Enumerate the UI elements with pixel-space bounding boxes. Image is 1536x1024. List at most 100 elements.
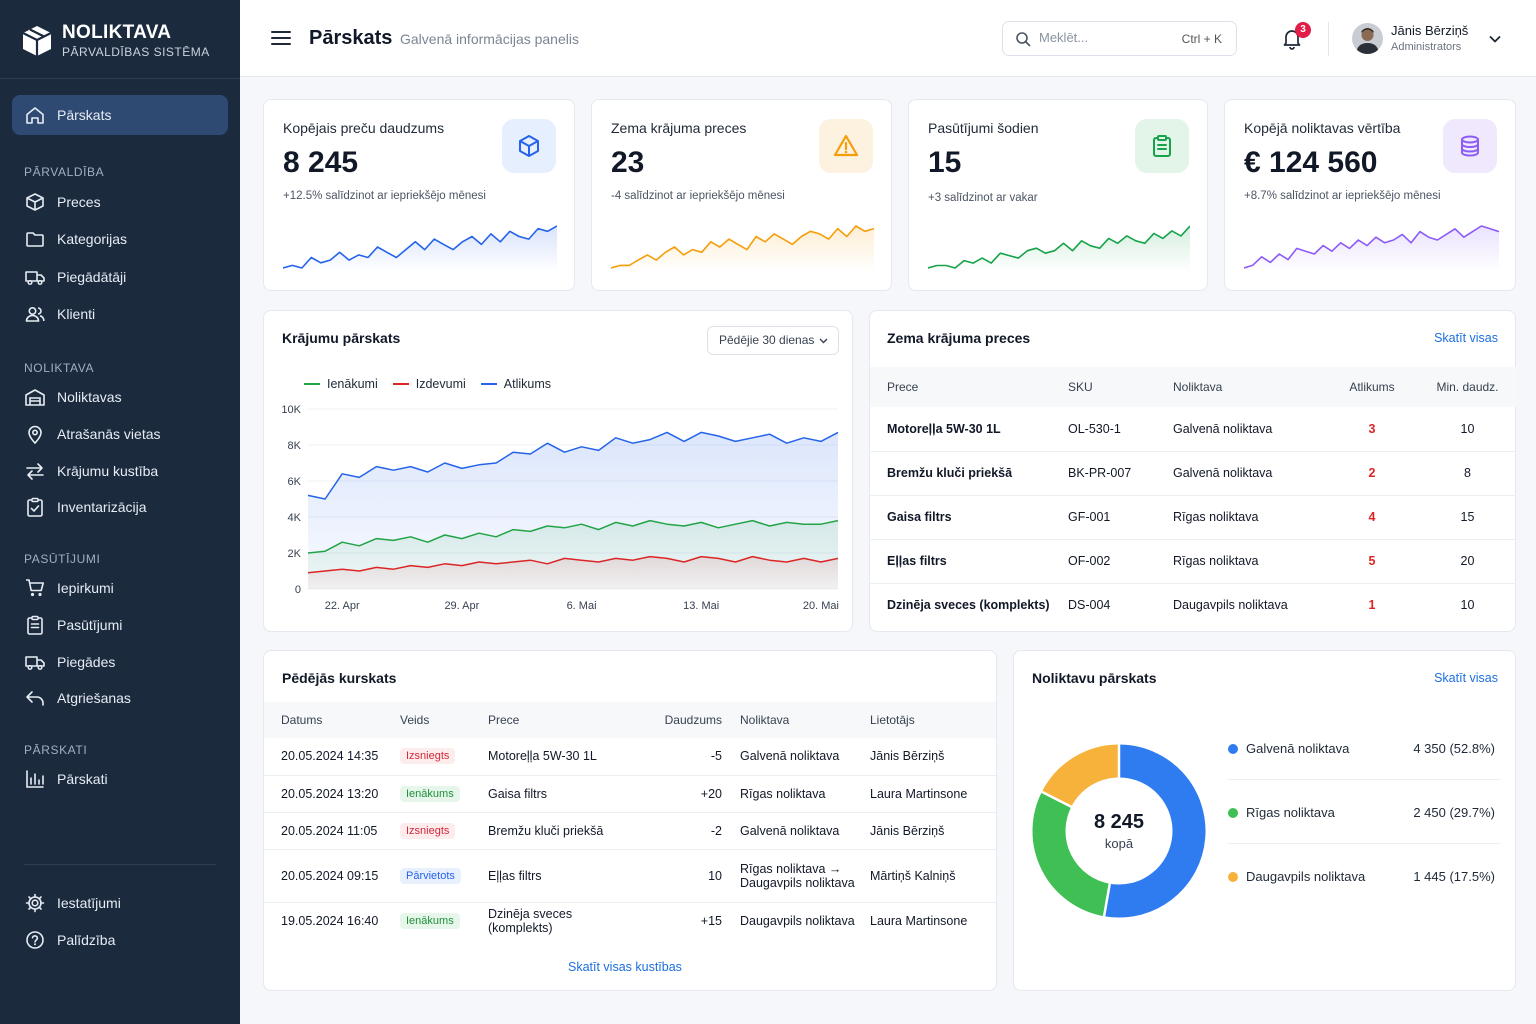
movement-item: Gaisa filtrs <box>488 775 638 813</box>
kpi-card-total-items[interactable]: Kopējais preču daudzums 8 245 +12.5% sal… <box>263 99 575 291</box>
sidebar-item-klienti[interactable]: Klienti <box>12 294 228 334</box>
warehouse: Rīgas noliktava <box>1173 495 1325 540</box>
sidebar-item-parskats[interactable]: Pārskats <box>12 95 228 135</box>
movement-user: Mārtiņš Kalniņš <box>870 849 996 903</box>
warehouse-donut-chart <box>1032 743 1206 918</box>
view-all-movements-link[interactable]: Skatīt visas kustības <box>568 960 682 974</box>
sidebar-item-parskati[interactable]: Pārskati <box>12 759 228 799</box>
movement-qty: 10 <box>638 849 740 903</box>
sparkline-area <box>1244 226 1499 272</box>
table-row[interactable]: 19.05.2024 16:40 Ienākums Dzinēja sveces (… <box>264 902 996 939</box>
legend-item[interactable]: Ienākumi <box>304 377 378 391</box>
legend-divider <box>1228 843 1500 844</box>
movement-qty: +20 <box>638 775 740 813</box>
search-input[interactable] <box>1039 30 1159 45</box>
warehouse-legend-item[interactable]: Daugavpils noliktava <box>1228 869 1365 884</box>
app-logo[interactable]: NOLIKTAVA PĀRVALDĪBAS SISTĒMA <box>20 22 210 59</box>
legend-dot <box>1228 807 1238 818</box>
avatar[interactable] <box>1352 23 1383 54</box>
table-row[interactable]: Eļļas filtrs OF-002 Rīgas noliktava 5 20 <box>870 539 1516 584</box>
kpi-card-orders-today[interactable]: Pasūtījumi šodien 15 +3 salīdzinot ar va… <box>908 99 1208 291</box>
movement-date: 20.05.2024 14:35 <box>264 738 400 776</box>
sidebar-item-label: Atrašanās vietas <box>57 426 161 442</box>
table-row[interactable]: Dzinēja sveces (komplekts) DS-004 Daugavpi… <box>870 583 1516 627</box>
col-header: Min. daudz. <box>1436 380 1499 394</box>
table-row[interactable]: 20.05.2024 13:20 Ienākums Gaisa filtrs +20 R… <box>264 775 996 813</box>
kpi-label: Kopējā noliktavas vērtība <box>1244 120 1401 136</box>
home-icon <box>26 107 44 124</box>
sidebar-item-kategorijas[interactable]: Kategorijas <box>12 219 228 259</box>
clipboard-icon <box>1135 119 1189 173</box>
box-icon <box>26 193 44 211</box>
delivery-truck-icon <box>25 656 45 671</box>
sidebar-item-label: Atgriešanas <box>57 690 131 706</box>
warehouse-name: Rīgas noliktava <box>1246 805 1335 820</box>
warehouse-value: 2 450 (29.7%) <box>1413 805 1495 820</box>
sidebar-item-palidziba[interactable]: Palīdzība <box>12 920 228 960</box>
kpi-card-low-stock[interactable]: Zema krājuma preces 23 -4 salīdzinot ar … <box>591 99 892 291</box>
sidebar-item-iestatijumi[interactable]: Iestatījumi <box>12 883 228 923</box>
sidebar-item-pasutijumi[interactable]: Pasūtījumi <box>12 605 228 645</box>
menu-icon[interactable] <box>270 28 292 48</box>
sidebar-item-atrasanas-vietas[interactable]: Atrašanās vietas <box>12 414 228 454</box>
donut-slice[interactable] <box>1032 791 1111 917</box>
bell-icon[interactable] <box>1280 26 1304 50</box>
y-tick-label: 8K <box>288 440 302 452</box>
clipboard-check-icon <box>27 497 43 517</box>
view-all-warehouses-link[interactable]: Skatīt visas <box>1434 671 1498 685</box>
chevron-down-icon[interactable] <box>1488 32 1502 46</box>
legend-item[interactable]: Atlikums <box>480 377 551 391</box>
table-row[interactable]: 20.05.2024 09:15 Pārvietots Eļļas filtrs 10… <box>264 849 996 903</box>
warehouse-legend-item[interactable]: Rīgas noliktava <box>1228 805 1335 820</box>
search-box[interactable]: Ctrl + K <box>1002 21 1237 56</box>
legend-item[interactable]: Izdevumi <box>392 377 466 391</box>
warehouse: Rīgas noliktava <box>1173 539 1325 584</box>
table-row[interactable]: Bremžu kluči priekšā BK-PR-007 Galvenā nol… <box>870 451 1516 496</box>
truck-icon <box>25 271 45 286</box>
product-name: Gaisa filtrs <box>870 495 1068 540</box>
kpi-card-inventory-value[interactable]: Kopējā noliktavas vērtība € 124 560 +8.7… <box>1224 99 1516 291</box>
sidebar-item-iepirkumi[interactable]: Iepirkumi <box>12 568 228 608</box>
sidebar-item-krajumu-kustiba[interactable]: Krājumu kustība <box>12 451 228 491</box>
low-stock-table: Prece SKU Noliktava Atlikums Min. daudz.… <box>870 367 1516 627</box>
sidebar-item-piegadataji[interactable]: Piegādātāji <box>12 257 228 297</box>
sidebar-item-inventarizacija[interactable]: Inventarizācija <box>12 487 228 527</box>
view-all-low-stock-link[interactable]: Skatīt visas <box>1434 331 1498 345</box>
recent-movements-card: Pēdējās kurskats Datums Veids Prece Daud… <box>263 650 997 991</box>
min-qty: 10 <box>1460 598 1475 613</box>
movement-date: 20.05.2024 11:05 <box>264 812 400 850</box>
donut-slice[interactable] <box>1104 744 1206 918</box>
sidebar-item-preces[interactable]: Preces <box>12 182 228 222</box>
warehouse-from: Rīgas noliktava <box>740 786 826 801</box>
warehouse-overview-card: Noliktavu pārskats Skatīt visas 8 245 ko… <box>1013 650 1516 991</box>
col-header: Lietotājs <box>870 713 915 727</box>
date-range-dropdown[interactable]: Pēdējie 30 dienas <box>707 326 839 355</box>
cart-icon <box>26 579 44 597</box>
movement-date: 19.05.2024 16:40 <box>281 913 379 928</box>
table-row[interactable]: Motoreļļa 5W-30 1L OL-530-1 Galvenā nolikt… <box>870 407 1516 452</box>
sidebar-item-atgriesanas[interactable]: Atgriešanas <box>12 678 228 718</box>
warehouse-from: Galvenā noliktava <box>740 749 840 764</box>
movement-warehouse: Galvenā noliktava <box>740 738 870 776</box>
kpi-sparkline <box>283 225 557 272</box>
stock-qty: 4 <box>1325 495 1419 540</box>
movement-date: 20.05.2024 13:20 <box>264 775 400 813</box>
sidebar-item-noliktavas[interactable]: Noliktavas <box>12 377 228 417</box>
help-circle-icon <box>26 931 44 949</box>
legend-label: Atlikums <box>503 377 551 391</box>
x-tick-label: 20. Mai <box>803 600 839 612</box>
movement-item: Eļļas filtrs <box>488 849 638 903</box>
sidebar-item-piegades[interactable]: Piegādes <box>12 642 228 682</box>
gear-icon <box>25 893 45 913</box>
stock-overview-card: Krājumu pārskats Pēdējie 30 dienas Ienāk… <box>263 310 853 632</box>
table-row[interactable]: Gaisa filtrs GF-001 Rīgas noliktava 4 15 <box>870 495 1516 540</box>
table-row[interactable]: 20.05.2024 11:05 Izsniegts Bremžu kluči pr… <box>264 812 996 850</box>
movement-type-cell: Ienākums <box>400 902 488 939</box>
donut-slice[interactable] <box>1041 744 1120 808</box>
series-line <box>307 519 839 554</box>
warehouse-legend-item[interactable]: Galvenā noliktava <box>1228 741 1349 756</box>
table-row[interactable]: 20.05.2024 14:35 Izsniegts Motoreļļa 5W-30… <box>264 738 996 776</box>
stock-qty: 5 <box>1325 539 1419 584</box>
warehouse-from: Galvenā noliktava <box>740 823 840 838</box>
clipboard-list-icon <box>27 615 43 635</box>
